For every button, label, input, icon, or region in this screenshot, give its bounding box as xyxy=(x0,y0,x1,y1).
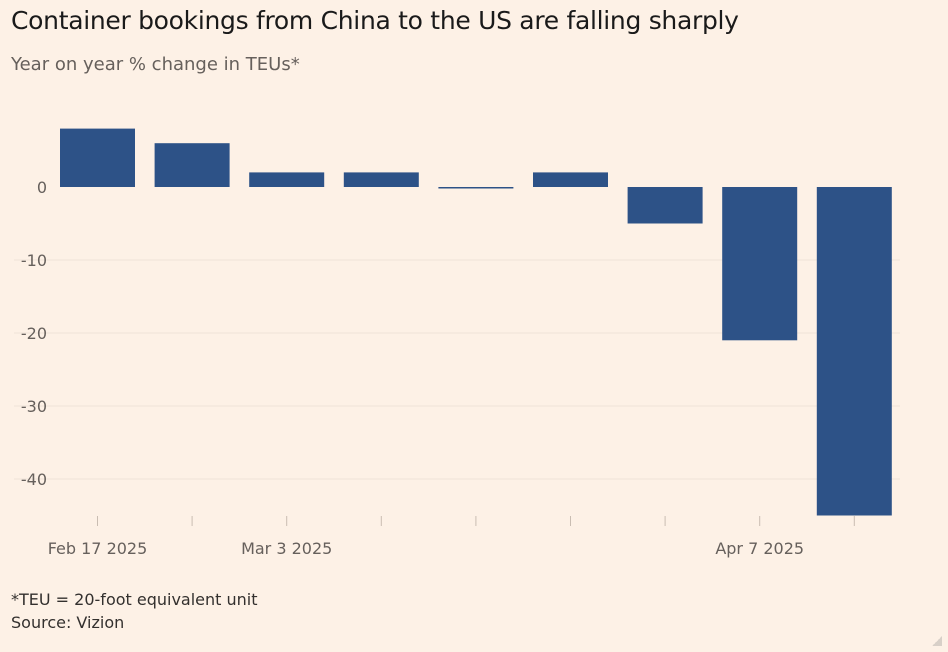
y-tick-label: -40 xyxy=(21,470,47,489)
bar xyxy=(154,143,230,187)
bar xyxy=(627,187,703,224)
footnote: *TEU = 20-foot equivalent unit xyxy=(11,590,258,609)
bar xyxy=(533,172,608,187)
bar xyxy=(343,172,419,187)
x-axis: Feb 17 2025 Mar 3 2025 Apr 7 2025 xyxy=(48,516,855,558)
y-tick-label: 0 xyxy=(37,178,47,197)
bar xyxy=(722,187,798,341)
bars xyxy=(60,128,892,516)
chart-notes: *TEU = 20-foot equivalent unit Source: V… xyxy=(11,588,258,634)
chart-title: Container bookings from China to the US … xyxy=(11,6,739,35)
bar xyxy=(60,128,135,187)
bar xyxy=(816,187,892,516)
x-tick-label: Mar 3 2025 xyxy=(241,539,332,558)
y-tick-label: -20 xyxy=(21,324,47,343)
x-tick-label: Feb 17 2025 xyxy=(48,539,148,558)
bar xyxy=(249,172,325,187)
y-axis-tick-labels: 0 -10 -20 -30 -40 xyxy=(21,178,47,489)
x-tick-label: Apr 7 2025 xyxy=(715,539,804,558)
bar-chart: 0 -10 -20 -30 -40 Feb 17 2025 Mar 3 2025 Apr 7… xyxy=(14,128,900,558)
chart-subtitle: Year on year % change in TEUs* xyxy=(11,54,300,75)
y-tick-label: -10 xyxy=(21,251,47,270)
source-note: Source: Vizion xyxy=(11,613,125,632)
bar xyxy=(438,187,514,189)
y-tick-label: -30 xyxy=(21,397,47,416)
resize-handle-icon[interactable] xyxy=(932,636,942,646)
